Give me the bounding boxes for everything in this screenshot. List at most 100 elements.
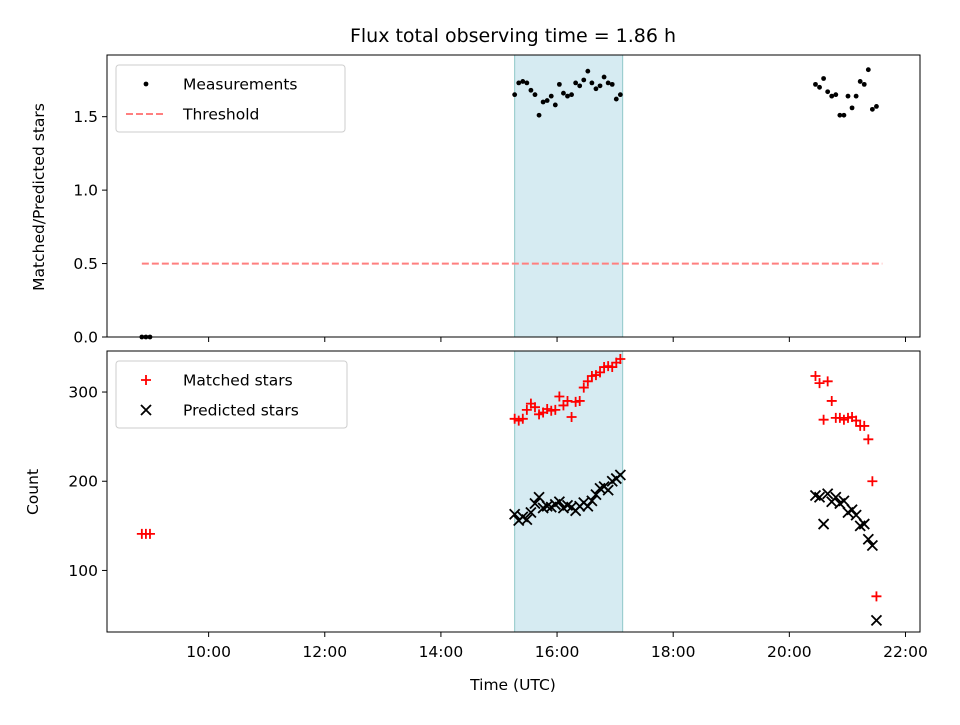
data-point (602, 484, 614, 496)
x-tick-label: 14:00 (419, 643, 464, 661)
top-y-axis-label: Matched/Predicted stars (30, 103, 48, 291)
data-point (609, 81, 615, 87)
data-point (578, 382, 589, 393)
data-point (581, 77, 587, 83)
legend-x-marker (140, 404, 152, 416)
bottom-panel: 100 200 300 10:00 12:00 14:00 16:00 18:00 20:00 2… (68, 350, 928, 661)
series-predicted-stars (509, 469, 883, 627)
data-point (853, 93, 859, 99)
data-point (825, 89, 831, 95)
data-point (846, 504, 858, 516)
axes-frame (106, 54, 921, 338)
data-point (833, 92, 839, 98)
data-point (561, 90, 566, 96)
data-point (874, 104, 879, 109)
data-point (813, 491, 826, 503)
data-point (521, 404, 532, 415)
data-point (512, 92, 518, 98)
legend-label: Matched stars (183, 372, 293, 390)
data-point (859, 420, 870, 431)
data-point (617, 92, 623, 98)
data-point (851, 415, 862, 426)
data-point (595, 367, 606, 378)
x-axis-label: Time (UTC) (469, 676, 556, 694)
data-point (813, 81, 818, 87)
top-panel: 0.0 0.5 1.0 1.5 Measurements Threshold (73, 54, 921, 347)
data-point (577, 83, 583, 89)
series-measurements (139, 67, 879, 340)
data-point (857, 79, 863, 84)
y-tick-label: 300 (68, 384, 98, 402)
data-point (573, 80, 579, 86)
data-point (552, 102, 558, 108)
data-point (521, 513, 533, 526)
data-point (841, 112, 847, 118)
legend-label: Measurements (183, 76, 298, 94)
data-point (544, 98, 550, 103)
data-point (818, 414, 829, 425)
data-point (585, 68, 591, 74)
data-point (826, 395, 837, 406)
data-point (517, 413, 528, 424)
shaded-region (514, 54, 624, 338)
data-point (532, 92, 538, 98)
data-point (866, 539, 879, 552)
data-point (615, 354, 626, 365)
data-point (593, 86, 599, 92)
data-point (838, 495, 850, 507)
data-point (566, 412, 577, 423)
data-point (509, 508, 521, 520)
data-point (525, 506, 537, 519)
legend-label: Predicted stars (183, 402, 299, 420)
legend-box (115, 360, 348, 429)
data-point (528, 87, 534, 93)
data-point (810, 370, 821, 381)
data-point (529, 402, 540, 413)
legend: Measurements Threshold (115, 64, 346, 133)
data-point (829, 93, 835, 99)
data-point (830, 491, 842, 503)
data-point (574, 395, 585, 406)
data-point (845, 93, 851, 99)
data-point (589, 80, 595, 86)
data-point (614, 469, 626, 481)
chart-title: Flux total observing time = 1.86 h (350, 25, 676, 47)
y-tick-label: 100 (68, 562, 98, 580)
x-tick-label: 18:00 (651, 643, 696, 661)
y-tick-label: 1.5 (73, 108, 98, 126)
data-point (817, 84, 822, 90)
data-point (862, 533, 874, 545)
data-point (601, 74, 607, 80)
data-point (536, 112, 542, 118)
x-tick-label: 20:00 (767, 643, 812, 661)
data-point (586, 495, 598, 507)
data-point (556, 81, 562, 87)
data-point (613, 96, 619, 102)
data-point (550, 404, 561, 415)
data-point (565, 93, 570, 99)
series-matched-stars (136, 354, 882, 602)
data-point (849, 105, 855, 111)
data-point (867, 476, 878, 487)
data-point (869, 106, 875, 112)
data-point (569, 92, 574, 98)
data-point (520, 79, 526, 84)
legend-plus-marker (141, 375, 151, 385)
data-point (850, 509, 862, 521)
data-point (870, 614, 883, 627)
legend-dot-marker (143, 81, 149, 87)
data-point (861, 81, 867, 87)
legend: Matched stars Predicted stars (115, 360, 348, 429)
data-point (822, 376, 833, 387)
y-tick-label: 0.5 (73, 255, 98, 273)
y-tick-label: 0.0 (73, 329, 98, 347)
legend-box (115, 64, 346, 133)
data-point (554, 391, 565, 402)
data-point (582, 376, 593, 387)
data-point (863, 434, 874, 445)
data-point (516, 80, 522, 86)
data-point (837, 112, 843, 118)
data-point (865, 67, 871, 73)
data-point (821, 76, 827, 81)
